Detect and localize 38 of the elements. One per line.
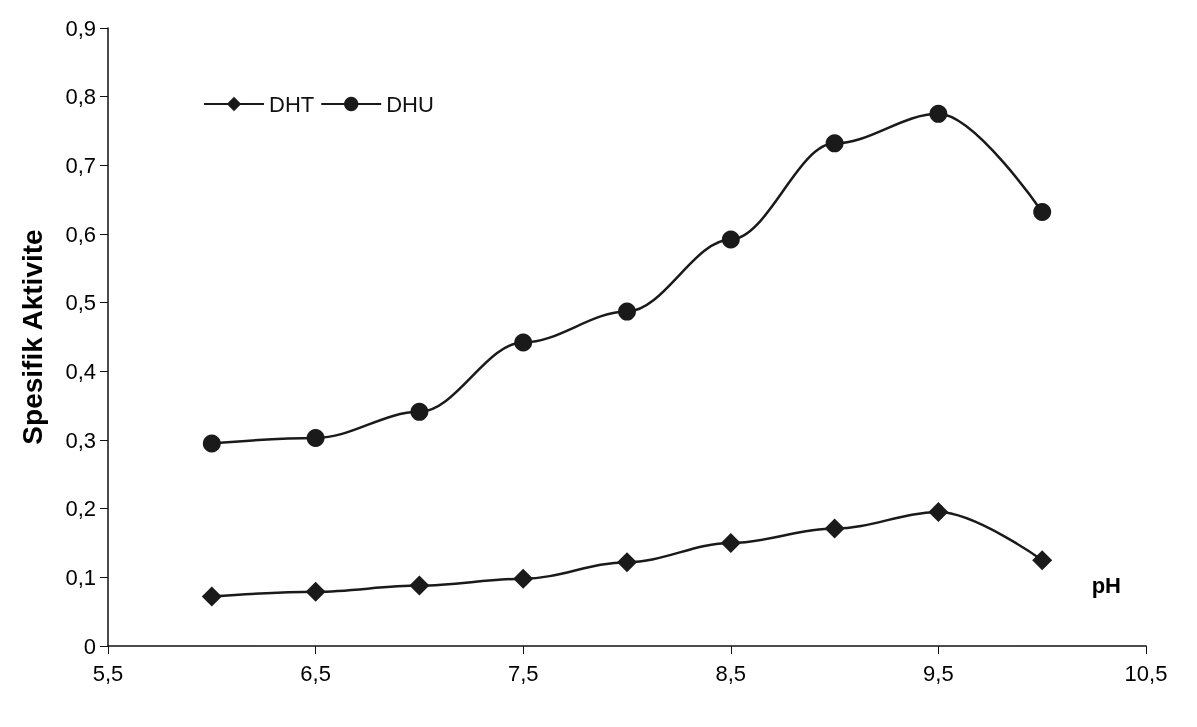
y-tick-label: 0,7 — [65, 152, 96, 178]
point — [410, 402, 429, 421]
point — [514, 333, 533, 352]
point — [617, 552, 637, 573]
legend-label: DHU — [386, 91, 434, 117]
y-tick-label: 0,6 — [65, 221, 96, 247]
x-axis-title: pH — [1091, 572, 1121, 598]
y-tick-label: 0,8 — [65, 84, 96, 110]
x-tick-label: 8,5 — [715, 660, 747, 686]
point — [825, 134, 844, 153]
x-tick-label: 5,5 — [92, 660, 124, 686]
point — [1032, 550, 1053, 571]
point — [201, 586, 222, 607]
y-tick-label: 0,9 — [65, 15, 96, 41]
x-tick-label: 9,5 — [923, 660, 954, 686]
point — [1033, 203, 1052, 222]
point — [824, 518, 845, 539]
point — [305, 581, 326, 602]
y-tick-label: 0 — [83, 633, 96, 659]
y-tick-label: 0,4 — [65, 358, 96, 384]
x-tick-label: 10,5 — [1124, 660, 1168, 686]
y-tick-label: 0,3 — [65, 427, 96, 453]
y-axis-title: Spesifik Aktivite — [16, 229, 48, 445]
point — [409, 575, 430, 596]
y-tick-label: 0,2 — [65, 496, 96, 522]
point — [929, 104, 948, 123]
x-tick-label: 7,5 — [507, 660, 539, 686]
x-tick-label: 6,5 — [300, 660, 331, 686]
point — [720, 533, 741, 553]
y-tick-label: 0,5 — [65, 290, 96, 316]
point — [928, 502, 949, 523]
y-tick-label: 0,1 — [65, 564, 96, 590]
point — [306, 428, 325, 447]
point — [202, 434, 221, 453]
legend-label: DHT — [269, 91, 315, 117]
point — [513, 568, 534, 589]
point — [721, 230, 740, 249]
point — [618, 302, 636, 321]
